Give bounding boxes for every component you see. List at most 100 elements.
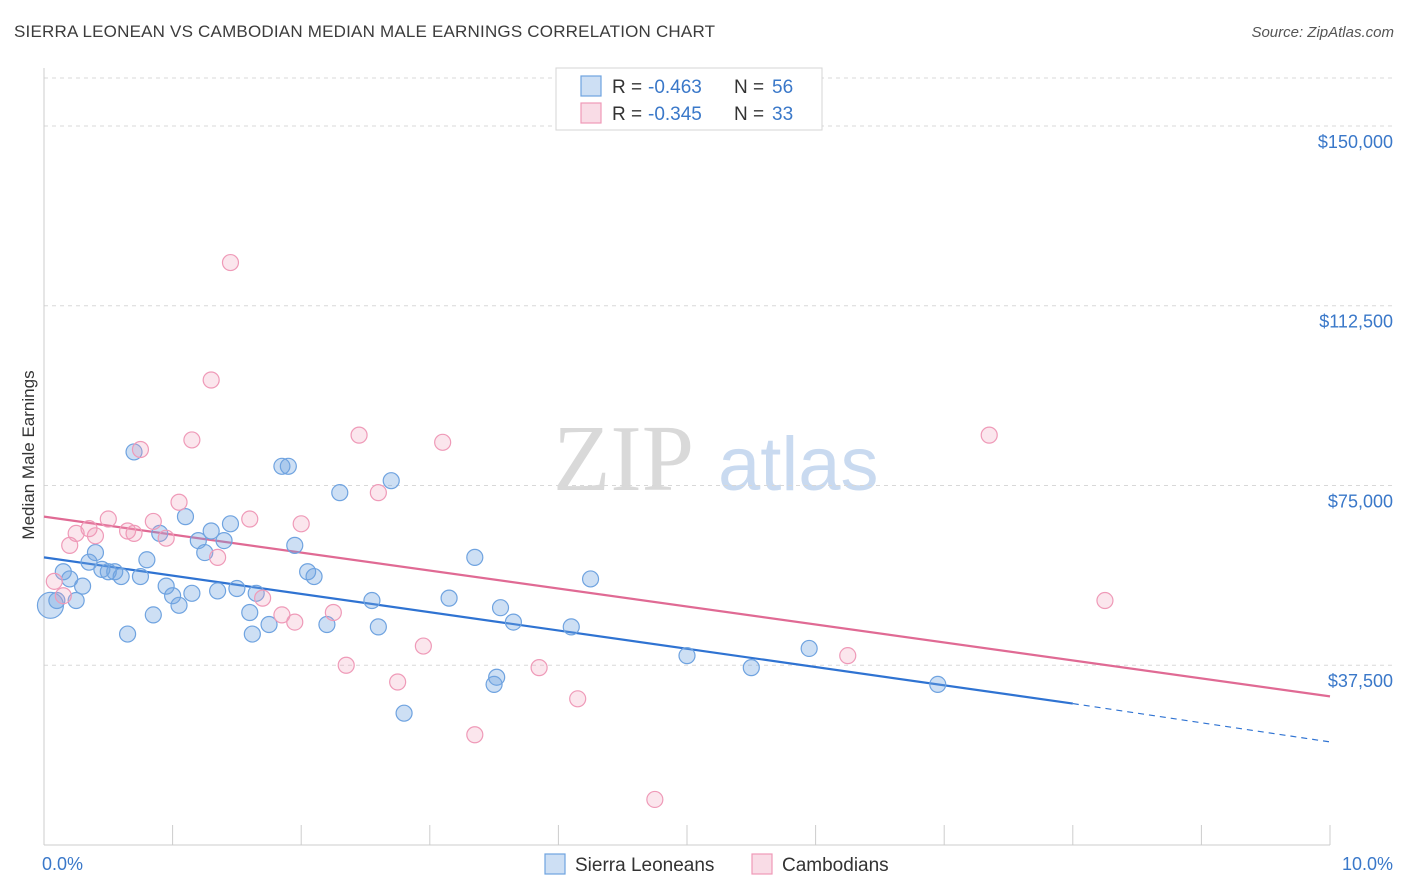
point-sierra-leoneans: [273, 457, 291, 475]
bottom-legend-label-cambodians: Cambodians: [782, 855, 889, 876]
point-sierra-leoneans: [215, 531, 233, 550]
point-sierra-leoneans: [395, 704, 413, 722]
point-cambodians: [434, 433, 452, 451]
point-cambodians: [221, 253, 240, 272]
point-sierra-leoneans: [491, 599, 510, 617]
point-sierra-leoneans: [286, 536, 304, 554]
legend-n-value-2: 33: [772, 104, 793, 125]
point-sierra-leoneans: [86, 543, 105, 562]
point-sierra-leoneans: [466, 548, 484, 566]
tick-labels: $37,500 $75,000 $112,500 $150,000 0.0% 10.0%: [42, 132, 1393, 874]
point-cambodians: [980, 426, 998, 444]
legend-n-value-1: 56: [772, 77, 793, 98]
point-sierra-leoneans: [260, 615, 278, 634]
data-points: [36, 253, 1114, 809]
point-sierra-leoneans: [243, 625, 261, 643]
point-sierra-leoneans: [112, 567, 130, 586]
legend-r-value-2: -0.345: [648, 104, 702, 125]
point-sierra-leoneans: [742, 659, 760, 677]
point-cambodians: [350, 426, 368, 444]
point-sierra-leoneans: [131, 567, 150, 586]
point-cambodians: [369, 484, 387, 502]
point-sierra-leoneans: [228, 579, 246, 598]
legend-swatch-cambodians: [580, 102, 602, 124]
point-sierra-leoneans: [678, 647, 696, 665]
point-cambodians: [157, 529, 175, 547]
point-sierra-leoneans: [138, 551, 156, 569]
point-sierra-leoneans: [440, 589, 458, 607]
point-cambodians: [839, 647, 857, 665]
trend-lines: [43, 515, 1331, 743]
point-sierra-leoneans: [279, 457, 297, 475]
point-sierra-leoneans: [305, 567, 323, 586]
point-sierra-leoneans: [202, 522, 220, 540]
point-cambodians: [273, 606, 291, 624]
point-sierra-leoneans: [176, 508, 195, 526]
point-cambodians: [99, 510, 117, 528]
bottom-legend-label-sierra-leoneans: Sierra Leoneans: [575, 855, 714, 876]
legend-r-label-2: R =: [612, 104, 642, 125]
gridlines: [44, 77, 1394, 666]
point-sierra-leoneans: [183, 584, 201, 602]
chart-title: SIERRA LEONEAN VS CAMBODIAN MEDIAN MALE …: [14, 22, 716, 41]
point-sierra-leoneans: [562, 618, 580, 636]
y-tick-label: $150,000: [1318, 132, 1393, 152]
point-cambodians: [183, 431, 201, 449]
legend-r-value-1: -0.463: [648, 77, 702, 98]
x-tick-label: 0.0%: [42, 854, 83, 874]
y-tick-label: $37,500: [1328, 671, 1393, 691]
point-sierra-leoneans: [382, 472, 400, 490]
point-sierra-leoneans: [209, 582, 227, 600]
point-sierra-leoneans: [369, 618, 387, 636]
point-cambodians: [209, 548, 227, 566]
point-cambodians: [125, 524, 143, 543]
point-cambodians: [530, 659, 548, 677]
y-tick-label: $75,000: [1328, 491, 1393, 511]
point-cambodians: [241, 510, 259, 528]
point-sierra-leoneans: [221, 515, 240, 533]
x-tick-label: 10.0%: [1342, 854, 1393, 874]
point-cambodians: [144, 512, 162, 531]
point-sierra-leoneans: [363, 591, 381, 610]
point-cambodians: [54, 587, 72, 605]
point-sierra-leoneans: [929, 675, 947, 694]
legend-n-label-2: N =: [734, 104, 764, 125]
point-cambodians: [131, 440, 150, 459]
point-cambodians: [324, 603, 342, 622]
legend-r-label-1: R =: [612, 77, 642, 98]
point-sierra-leoneans: [331, 484, 349, 502]
y-axis-label: Median Male Earnings: [19, 370, 38, 539]
trend-line-sierra-leoneans: [43, 556, 1073, 705]
point-sierra-leoneans: [170, 596, 188, 614]
point-cambodians: [45, 572, 63, 590]
point-sierra-leoneans: [157, 577, 175, 595]
source-label: Source: ZipAtlas.com: [1251, 24, 1394, 41]
point-cambodians: [86, 527, 105, 545]
axes: [43, 68, 1331, 846]
point-sierra-leoneans: [80, 553, 98, 571]
point-sierra-leoneans: [73, 577, 92, 595]
point-cambodians: [569, 690, 587, 708]
watermark-atlas: atlas: [718, 422, 879, 507]
point-cambodians: [292, 515, 310, 533]
point-cambodians: [80, 520, 98, 538]
y-tick-label: $112,500: [1319, 312, 1393, 332]
legend-swatch-sierra-leoneans: [580, 75, 602, 97]
point-sierra-leoneans: [504, 613, 522, 631]
point-sierra-leoneans: [241, 603, 259, 622]
point-cambodians: [254, 589, 272, 607]
legend-n-label-1: N =: [734, 77, 764, 98]
point-sierra-leoneans: [581, 570, 600, 588]
point-sierra-leoneans: [164, 587, 182, 605]
point-cambodians: [466, 726, 484, 744]
point-cambodians: [286, 613, 304, 631]
correlation-legend: R = -0.463 N = 56 R = -0.345 N = 33: [555, 67, 823, 131]
point-sierra-leoneans: [196, 543, 214, 562]
bottom-legend-swatch-cambodians: [751, 853, 773, 875]
point-cambodians: [414, 637, 432, 655]
point-cambodians: [67, 524, 85, 543]
point-cambodians: [1096, 591, 1114, 610]
point-sierra-leoneans: [488, 668, 506, 686]
series-legend: Sierra Leoneans Cambodians: [544, 853, 889, 876]
